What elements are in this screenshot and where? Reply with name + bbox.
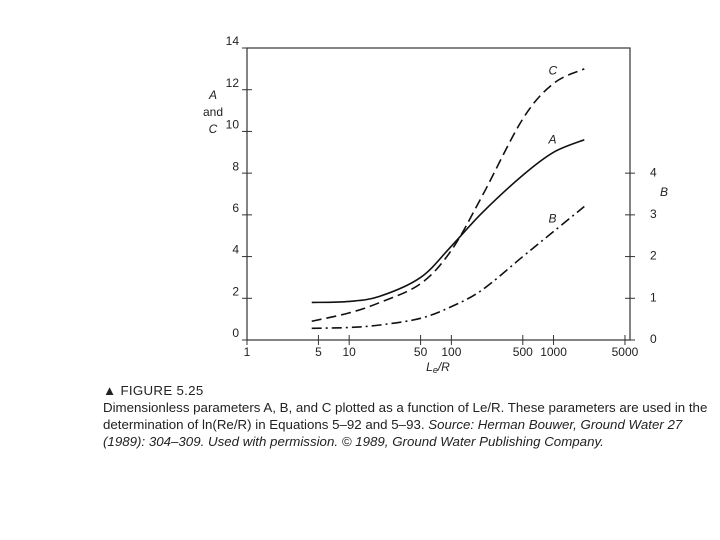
y-tick-label: 12: [226, 76, 240, 90]
caption-source: Source: Herman Bouwer, Ground Water 27 (…: [103, 417, 683, 449]
y-tick-label: 14: [226, 34, 240, 48]
x-tick-label: 1: [244, 345, 251, 359]
figure-number: ▲ FIGURE 5.25: [103, 383, 204, 398]
series-line: [311, 139, 585, 304]
x-tick-label: 1000: [540, 345, 567, 359]
curve-label: B: [549, 212, 557, 226]
y2-tick-label: 1: [650, 290, 657, 304]
y2-tick-label: 3: [650, 207, 657, 221]
y-tick-label: 10: [226, 118, 240, 132]
y2-tick-label: 2: [650, 249, 657, 263]
y-tick-label: 0: [232, 326, 239, 340]
y2-tick-label: 4: [650, 165, 657, 179]
y2-axis-label: B: [660, 185, 668, 199]
x-label-sub: e: [433, 365, 438, 375]
y-tick-label: 4: [232, 243, 239, 257]
x-tick-label: 500: [513, 345, 533, 359]
x-tick-label: 5: [315, 345, 322, 359]
curve-label: A: [548, 132, 557, 146]
x-tick-label: 10: [343, 345, 357, 359]
series-line: [311, 205, 585, 330]
y-axis-label: C: [209, 122, 218, 136]
y-tick-label: 2: [232, 284, 239, 298]
y-tick-label: 8: [232, 159, 239, 173]
x-tick-label: 5000: [612, 345, 639, 359]
y-tick-label: 6: [232, 201, 239, 215]
caption: ▲ FIGURE 5.25 Dimensionless parameters A…: [103, 382, 713, 450]
caption-text: Dimensionless parameters A, B, and C plo…: [103, 399, 713, 450]
caption-body: Dimensionless parameters A, B, and C plo…: [103, 400, 708, 432]
y-axis-label: and: [203, 105, 223, 119]
x-tick-label: 100: [441, 345, 461, 359]
y2-tick-label: 0: [650, 332, 657, 346]
x-tick-label: 50: [414, 345, 428, 359]
x-axis-label: Le/R: [426, 360, 450, 375]
curve-label: C: [549, 64, 558, 78]
x-label-main: L: [426, 360, 433, 374]
x-label-rest: /R: [437, 360, 450, 374]
y-axis-label: A: [208, 88, 217, 102]
plot-frame: [246, 47, 631, 341]
series-line: [311, 68, 585, 323]
